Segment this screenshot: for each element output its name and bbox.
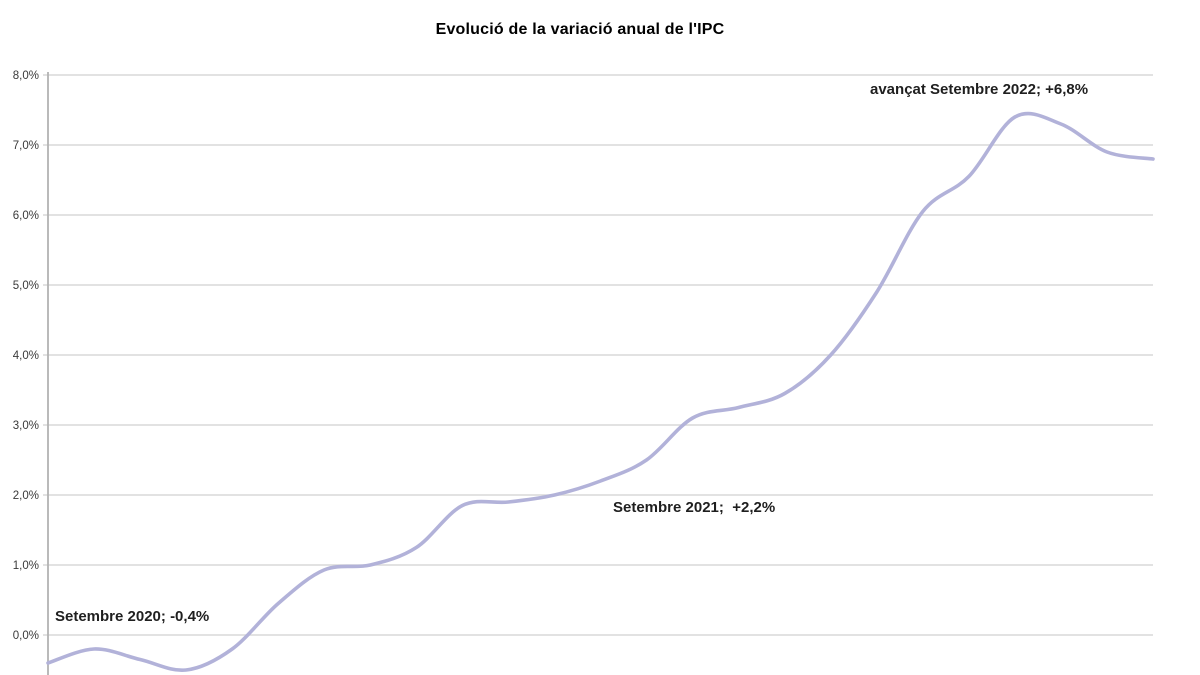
y-axis-tick-label: 7,0% bbox=[13, 140, 39, 152]
annotation-setembre-2022: avançat Setembre 2022; +6,8% bbox=[870, 81, 1089, 98]
y-axis-tick-label: 2,0% bbox=[13, 490, 39, 502]
y-axis-tick-label: 0,0% bbox=[13, 630, 39, 642]
annotation-setembre-2021: Setembre 2021; +2,2% bbox=[613, 499, 776, 516]
annotation-setembre-2020: Setembre 2020; -0,4% bbox=[55, 608, 210, 625]
y-axis-tick-label: 1,0% bbox=[13, 560, 39, 572]
y-axis-tick-label: 5,0% bbox=[13, 280, 39, 292]
y-axis-tick-label: 6,0% bbox=[13, 210, 39, 222]
y-axis-tick-label: 3,0% bbox=[13, 420, 39, 432]
y-axis-tick-label: 4,0% bbox=[13, 350, 39, 362]
chart-title: Evolució de la variació anual de l'IPC bbox=[435, 21, 725, 38]
y-axis-tick-label: 8,0% bbox=[13, 70, 39, 82]
ipc-line-series bbox=[46, 111, 1155, 673]
